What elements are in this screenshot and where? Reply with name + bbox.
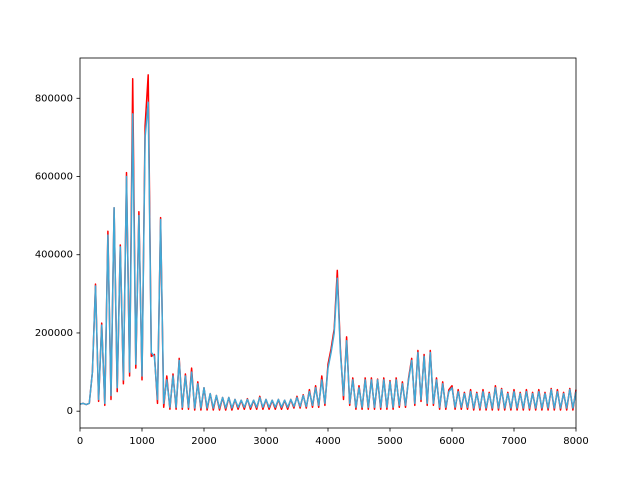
- series-line: [79, 101, 577, 409]
- x-tick-label: 6000: [439, 436, 464, 447]
- y-tick-label: 200000: [35, 328, 73, 339]
- x-tick-label: 4000: [315, 436, 340, 447]
- x-tick-label: 7000: [501, 436, 526, 447]
- x-tick-label: 0: [77, 436, 83, 447]
- plot-area: [79, 74, 577, 411]
- y-tick-label: 400000: [35, 250, 73, 261]
- x-tick-label: 5000: [377, 436, 402, 447]
- x-tick-label: 2000: [191, 436, 216, 447]
- y-tick-label: 600000: [35, 172, 73, 183]
- y-tick-label: 0: [67, 406, 73, 417]
- x-tick-label: 3000: [253, 436, 278, 447]
- x-tick-label: 1000: [129, 436, 154, 447]
- y-tick-label: 800000: [35, 93, 73, 104]
- x-tick-label: 8000: [563, 436, 588, 447]
